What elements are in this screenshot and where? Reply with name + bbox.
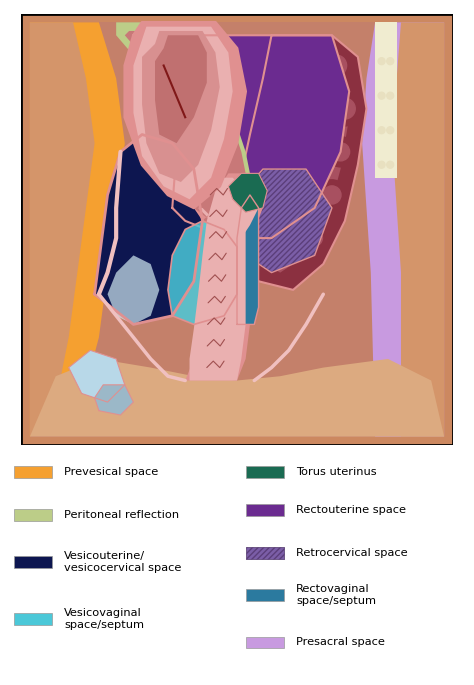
Polygon shape <box>194 177 263 247</box>
Circle shape <box>378 58 385 64</box>
Polygon shape <box>375 23 397 177</box>
Circle shape <box>387 92 393 99</box>
FancyBboxPatch shape <box>246 636 284 649</box>
Polygon shape <box>30 23 444 436</box>
Circle shape <box>326 137 356 167</box>
FancyBboxPatch shape <box>14 613 52 625</box>
Circle shape <box>331 142 350 161</box>
Circle shape <box>387 127 393 134</box>
Circle shape <box>317 180 347 210</box>
Polygon shape <box>95 385 133 415</box>
Circle shape <box>323 186 341 204</box>
Circle shape <box>387 161 393 169</box>
Text: Vesicouterine/
vesicocervical space: Vesicouterine/ vesicocervical space <box>64 551 182 573</box>
Text: Presacral space: Presacral space <box>296 638 385 647</box>
Polygon shape <box>237 195 259 325</box>
Circle shape <box>387 58 393 64</box>
Polygon shape <box>155 36 207 143</box>
Polygon shape <box>190 177 246 381</box>
Circle shape <box>326 55 346 76</box>
Polygon shape <box>108 256 159 325</box>
Polygon shape <box>362 23 444 436</box>
Polygon shape <box>172 36 349 238</box>
Polygon shape <box>30 23 125 436</box>
Polygon shape <box>250 48 349 273</box>
Polygon shape <box>30 359 444 436</box>
Polygon shape <box>21 14 453 445</box>
Polygon shape <box>69 350 125 402</box>
Polygon shape <box>125 31 250 234</box>
Circle shape <box>378 92 385 99</box>
Polygon shape <box>21 14 453 445</box>
Polygon shape <box>95 134 202 325</box>
Polygon shape <box>168 221 237 325</box>
FancyBboxPatch shape <box>246 466 284 478</box>
Circle shape <box>328 91 362 126</box>
Polygon shape <box>142 31 220 182</box>
Polygon shape <box>237 169 332 273</box>
Circle shape <box>335 98 355 119</box>
Polygon shape <box>116 23 254 238</box>
Polygon shape <box>237 36 366 290</box>
Text: Torus uterinus: Torus uterinus <box>296 467 377 477</box>
FancyBboxPatch shape <box>14 509 52 521</box>
Circle shape <box>378 161 385 169</box>
Polygon shape <box>30 23 95 436</box>
FancyBboxPatch shape <box>246 547 284 558</box>
FancyBboxPatch shape <box>246 589 284 601</box>
FancyBboxPatch shape <box>14 556 52 568</box>
Polygon shape <box>133 27 233 199</box>
Polygon shape <box>125 23 246 208</box>
FancyBboxPatch shape <box>14 466 52 478</box>
Polygon shape <box>228 173 267 212</box>
Circle shape <box>307 230 322 246</box>
Polygon shape <box>185 173 250 381</box>
Circle shape <box>378 127 385 134</box>
Polygon shape <box>392 23 444 436</box>
Circle shape <box>319 48 354 83</box>
Text: Rectouterine space: Rectouterine space <box>296 505 406 515</box>
Text: Vesicovaginal
space/septum: Vesicovaginal space/septum <box>64 608 144 630</box>
Polygon shape <box>198 177 259 242</box>
FancyBboxPatch shape <box>246 504 284 516</box>
Text: Peritoneal reflection: Peritoneal reflection <box>64 510 179 520</box>
Text: Rectovaginal
space/septum: Rectovaginal space/septum <box>296 584 376 606</box>
Circle shape <box>302 225 328 251</box>
Text: Prevesical space: Prevesical space <box>64 467 158 477</box>
Text: Retrocervical space: Retrocervical space <box>296 548 408 558</box>
